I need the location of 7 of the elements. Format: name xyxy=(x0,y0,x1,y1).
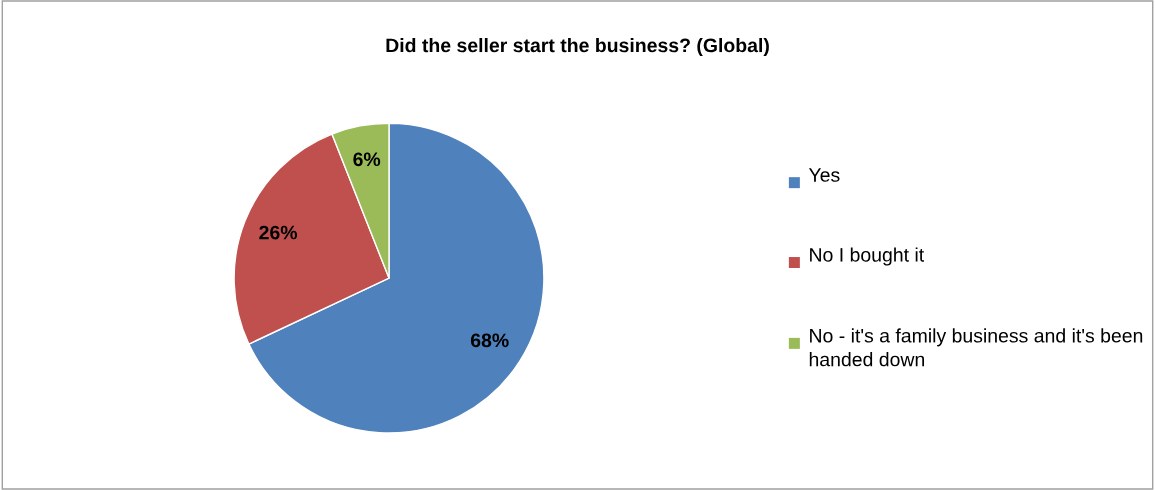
data-label: 26% xyxy=(259,225,298,240)
data-label: 6% xyxy=(353,152,381,167)
legend-label: Yes xyxy=(808,168,840,182)
data-label: 68% xyxy=(470,333,509,348)
legend-label: No I bought it xyxy=(810,247,925,266)
chart-title: Did the seller start the business? (Global) xyxy=(386,37,769,57)
legend-label: No - it's a family business and it's been handed down xyxy=(809,328,1143,367)
